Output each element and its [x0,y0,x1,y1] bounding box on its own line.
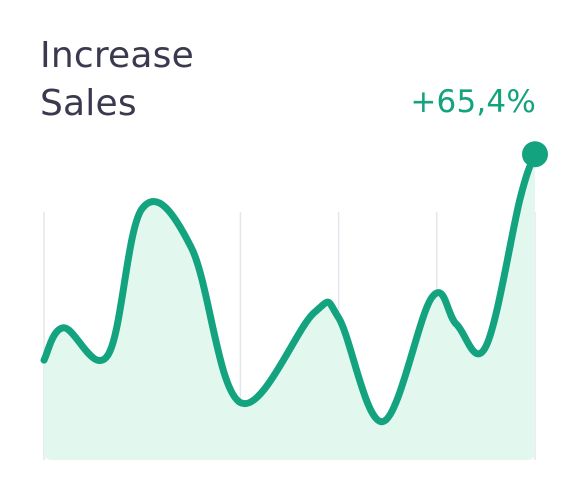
title-line-1: Increase [40,35,194,76]
sales-series-line [40,150,539,426]
line-layer [40,150,539,426]
sales-area-fill [44,154,535,461]
change-percentage: +65,4% [410,84,536,120]
title-line-2: Sales [40,83,137,124]
card-title: Increase Sales [40,32,194,128]
latest-value-point [522,141,548,168]
area-layer [44,154,535,461]
point-layer [522,141,548,168]
